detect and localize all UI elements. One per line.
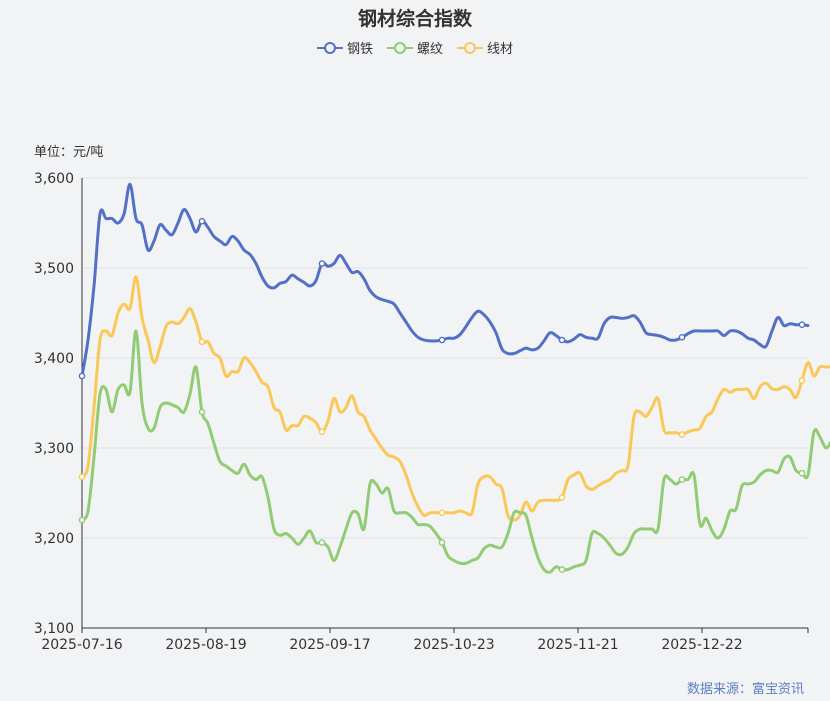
data-point	[78, 473, 86, 481]
data-point	[198, 408, 206, 416]
legend-line-circle-icon	[457, 41, 483, 54]
legend-line-circle-icon	[386, 41, 413, 54]
data-point	[318, 260, 326, 267]
legend: 钢铁 螺纹 线材	[0, 38, 830, 57]
data-point	[798, 469, 806, 477]
legend-item-wire-rod[interactable]: 线材	[457, 38, 513, 57]
x-tick-label: 2025-08-19	[165, 637, 246, 653]
grid-layer	[82, 177, 808, 629]
data-point	[198, 217, 206, 225]
data-point	[438, 539, 446, 546]
legend-label: 螺纹	[416, 42, 443, 57]
y-tick-label: 3,200	[34, 531, 74, 547]
series-layer	[78, 182, 830, 574]
y-tick-label: 3,300	[34, 441, 74, 457]
x-tick-label: 2025-09-17	[289, 637, 370, 653]
y-tick-label: 3,400	[34, 351, 74, 367]
y-tick-label: 3,100	[34, 621, 74, 637]
data-point	[438, 509, 446, 517]
data-point	[558, 494, 566, 501]
y-tick-label: 3,600	[34, 171, 74, 187]
data-point	[798, 377, 806, 384]
data-point	[78, 372, 86, 380]
series-line-0	[80, 182, 810, 378]
chart-title: 钢材综合指数	[357, 8, 472, 30]
legend-label: 线材	[487, 42, 514, 57]
axis-layer: 3,100 3,200 3,300 3,400 3,500 3,600 2025-07-16…	[34, 171, 809, 653]
legend-line-circle-icon	[316, 41, 343, 54]
data-point	[438, 336, 446, 344]
x-tick-label: 2025-12-22	[661, 637, 742, 653]
data-point	[318, 539, 326, 546]
data-point	[198, 338, 206, 346]
data-point	[798, 321, 806, 329]
x-tick-label: 2025-10-23	[413, 637, 494, 653]
series-line-1	[80, 329, 830, 574]
legend-item-rebar[interactable]: 螺纹	[386, 38, 443, 57]
series-line-2	[80, 275, 830, 522]
data-point	[678, 333, 686, 341]
y-tick-label: 3,500	[34, 261, 74, 277]
x-tick-label: 2025-07-16	[41, 637, 122, 653]
source-label: 数据来源：富宝资讯	[686, 682, 804, 697]
unit-label: 单位：元/吨	[34, 145, 104, 160]
data-point	[318, 428, 326, 436]
data-point	[678, 476, 686, 483]
legend-label: 钢铁	[346, 42, 373, 57]
data-point	[678, 431, 686, 438]
data-point	[558, 336, 566, 344]
data-point	[558, 566, 566, 573]
legend-item-steel[interactable]: 钢铁	[316, 38, 373, 57]
data-point	[78, 516, 86, 524]
x-tick-label: 2025-11-21	[537, 637, 618, 653]
